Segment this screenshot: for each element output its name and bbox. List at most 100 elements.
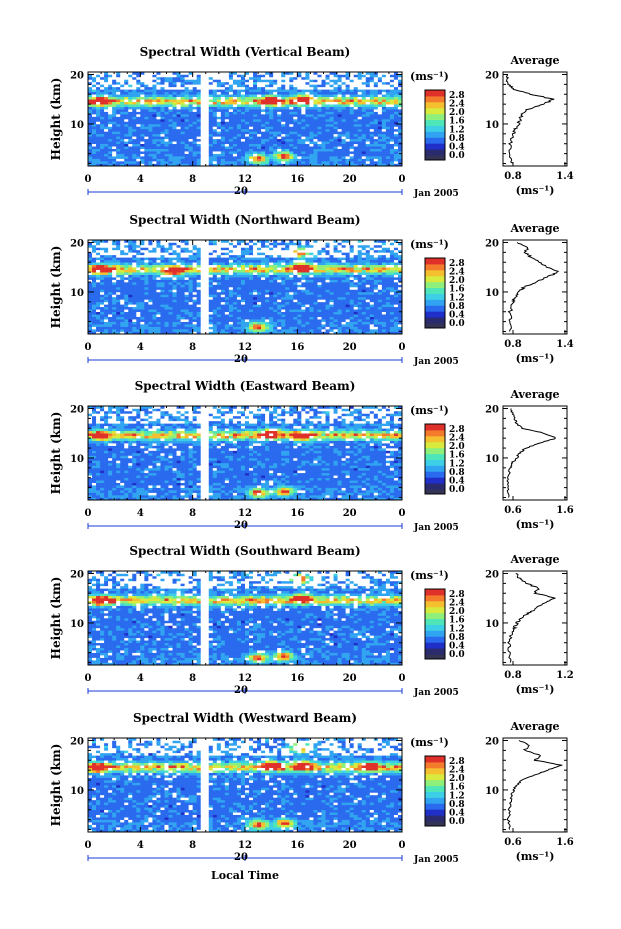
heatmap-cell (100, 301, 105, 305)
heatmap-cell (232, 306, 238, 310)
heatmap-cell (196, 309, 202, 313)
heatmap-cell (108, 126, 113, 130)
heatmap-cell (172, 262, 177, 266)
heatmap-cell (196, 240, 202, 243)
heatmap-cell (104, 114, 109, 117)
heatmap-cell (132, 151, 137, 154)
heatmap-cell (377, 109, 383, 112)
heatmap-cell (124, 158, 129, 162)
heatmap-cell (168, 146, 173, 149)
heatmap-cell (100, 89, 105, 93)
heatmap-cell (236, 277, 242, 280)
heatmap-cell (305, 156, 310, 159)
heatmap-cell (188, 301, 193, 305)
heatmap-cell (176, 247, 181, 251)
panel-title: Spectral Width (Northward Beam) (129, 213, 360, 227)
heatmap-cell (228, 316, 234, 320)
heatmap-cell (289, 138, 294, 142)
heatmap-cell (152, 86, 157, 90)
heatmap-cell (240, 324, 246, 327)
heatmap-cell (108, 119, 113, 122)
heatmap-cell (168, 282, 173, 285)
heatmap-cell (120, 86, 125, 90)
heatmap-cell (265, 282, 270, 285)
heatmap-cell (257, 106, 262, 110)
heatmap-cell (152, 329, 157, 332)
heatmap-cell (236, 123, 242, 127)
heatmap-cell (301, 91, 306, 95)
heatmap-cell (321, 81, 326, 85)
heatmap-cell (112, 269, 117, 273)
heatmap-cell (204, 84, 210, 88)
heatmap-cell (212, 94, 218, 98)
heatmap-cell (92, 121, 97, 125)
heatmap-cell (144, 81, 149, 85)
heatmap-cell (164, 299, 169, 303)
heatmap-cell (277, 146, 282, 149)
heatmap-cell (365, 119, 371, 122)
heatmap-cell (144, 267, 149, 270)
heatmap-cell (236, 96, 242, 100)
colorbar-swatch (425, 119, 445, 126)
heatmap-cell (232, 148, 238, 152)
heatmap-cell (200, 76, 206, 80)
heatmap-cell (285, 163, 290, 166)
heatmap-cell (108, 274, 113, 278)
heatmap-cell (108, 289, 113, 293)
heatmap-cell (261, 126, 266, 130)
heatmap-cell (180, 262, 185, 266)
heatmap-cell (257, 81, 262, 85)
heatmap-cell (212, 161, 218, 164)
heatmap-cell (305, 143, 310, 147)
heatmap-cell (148, 269, 153, 273)
heatmap-cell (148, 163, 153, 166)
heatmap-cell (224, 289, 230, 293)
heatmap-cell (144, 156, 149, 159)
heatmap-cell (156, 153, 161, 157)
heatmap-cell (180, 254, 185, 258)
heatmap-cell (297, 131, 302, 135)
heatmap-cell (349, 128, 354, 132)
heatmap-cell (321, 114, 326, 117)
heatmap-cell (184, 163, 189, 166)
heatmap-cell (132, 289, 137, 293)
heatmap-cell (124, 326, 129, 330)
heatmap-cell (108, 141, 113, 145)
heatmap-cell (112, 133, 117, 137)
heatmap-cell (293, 99, 298, 102)
heatmap-cell (245, 128, 250, 132)
heatmap-cell (289, 76, 294, 80)
heatmap-cell (176, 121, 181, 125)
heatmap-cell (192, 126, 197, 130)
heatmap-cell (188, 279, 193, 283)
heatmap-cell (180, 153, 185, 157)
heatmap-cell (253, 282, 258, 285)
heatmap-cell (92, 282, 97, 285)
heatmap-cell (156, 163, 161, 166)
heatmap-cell (196, 242, 202, 246)
heatmap-cell (180, 257, 185, 261)
heatmap-cell (104, 91, 109, 95)
heatmap-cell (96, 316, 101, 320)
heatmap-cell (361, 116, 367, 120)
heatmap-cell (224, 151, 230, 154)
heatmap-cell (192, 84, 197, 88)
heatmap-cell (108, 291, 113, 295)
heatmap-cell (180, 296, 185, 300)
heatmap-cell (132, 106, 137, 110)
heatmap-cell (136, 304, 141, 308)
heatmap-cell (269, 321, 274, 325)
heatmap-cell (192, 244, 197, 248)
heatmap-cell (369, 76, 375, 80)
heatmap-cell (192, 326, 197, 330)
heatmap-cell (377, 121, 383, 125)
heatmap-cell (96, 309, 101, 313)
heatmap-cell (164, 99, 169, 102)
heatmap-cell (108, 282, 113, 285)
heatmap-cell (285, 301, 290, 305)
heatmap-cell (196, 296, 202, 300)
heatmap-cell (164, 106, 169, 110)
heatmap-cell (188, 306, 193, 310)
heatmap-cell (164, 301, 169, 305)
heatmap-cell (204, 156, 210, 159)
